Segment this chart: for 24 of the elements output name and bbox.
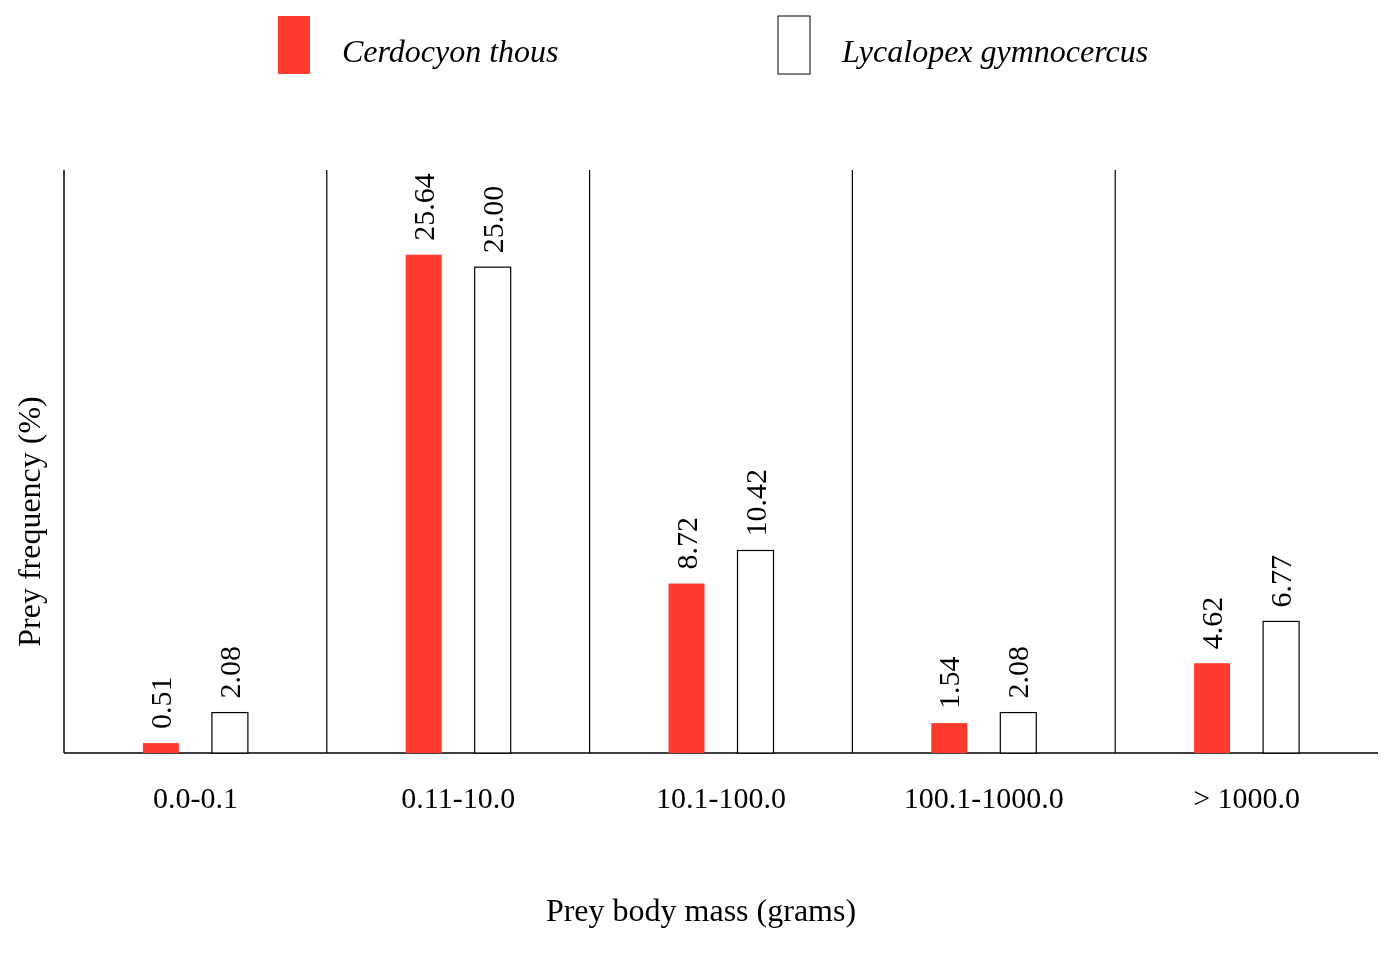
y-axis-title: Prey frequency (%) [11, 396, 47, 647]
x-tick-label: 0.0-0.1 [152, 781, 238, 814]
data-label: 2.08 [1001, 646, 1035, 699]
data-label: 25.64 [406, 173, 440, 241]
data-label: 8.72 [669, 517, 703, 570]
data-label: 1.54 [932, 656, 966, 710]
bar [142, 743, 179, 753]
bar [931, 723, 968, 753]
bar [668, 583, 705, 753]
data-label: 6.77 [1264, 554, 1298, 608]
data-label: 25.00 [475, 185, 509, 254]
bar [405, 254, 442, 753]
legend-label: Lycalopex gymnocercus [841, 33, 1149, 69]
x-tick-label: 10.1-100.0 [656, 781, 786, 814]
x-tick-label: 0.11-10.0 [401, 781, 516, 814]
x-tick-label: 100.1-1000.0 [903, 781, 1064, 814]
x-tick-label: > 1000.0 [1193, 781, 1301, 814]
data-label: 0.51 [143, 676, 177, 730]
legend-label: Cerdocyon thous [342, 33, 559, 69]
data-label: 2.08 [212, 646, 246, 699]
x-axis-title: Prey body mass (grams) [545, 892, 857, 928]
data-label: 4.62 [1195, 596, 1229, 650]
bar [1194, 663, 1231, 753]
data-label: 10.42 [738, 469, 772, 537]
